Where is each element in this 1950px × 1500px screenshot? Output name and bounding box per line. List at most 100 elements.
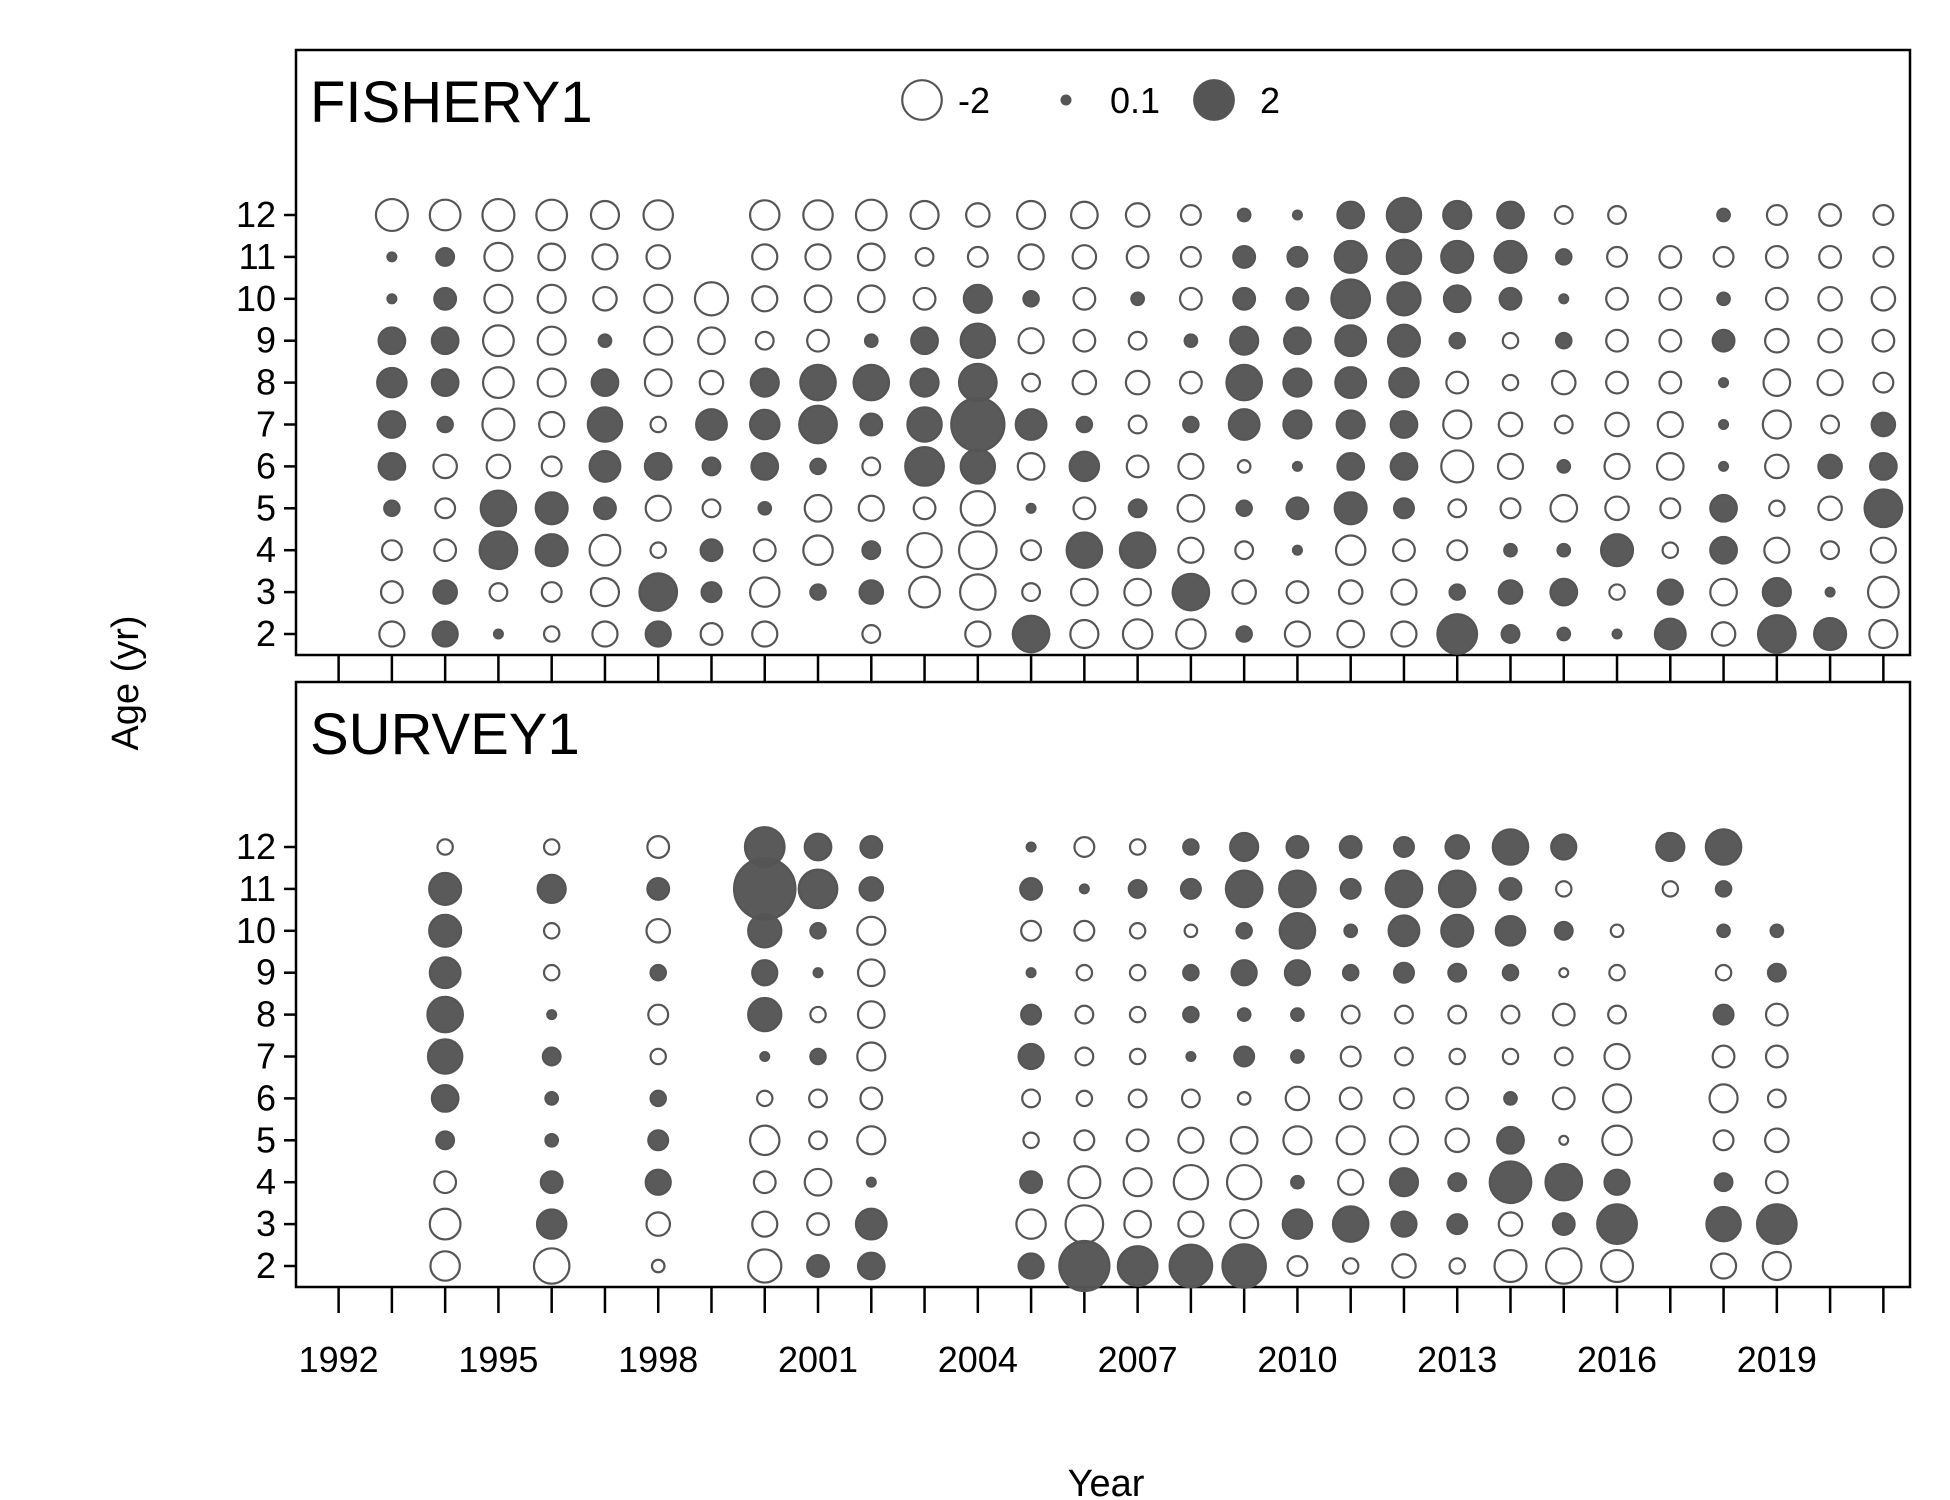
legend-label: -2	[958, 80, 990, 121]
panels-layer: FISHERY123456789101112SURVEY123456789101…	[236, 48, 1912, 1313]
bubble	[536, 873, 567, 905]
bubble	[1769, 923, 1785, 939]
bubble	[802, 534, 834, 566]
bubble	[1073, 1129, 1096, 1152]
bubble	[695, 408, 728, 441]
bubble	[1124, 369, 1151, 396]
bubble	[1069, 618, 1100, 650]
x-tick-label: 2016	[1577, 1339, 1657, 1380]
bubble	[1014, 408, 1048, 441]
bubble	[1558, 967, 1570, 979]
bubble	[1710, 621, 1737, 647]
bubble	[748, 199, 781, 231]
bubble	[1813, 616, 1848, 652]
bubble	[859, 835, 884, 859]
bubble	[542, 922, 561, 940]
bubble	[379, 580, 404, 605]
bubble	[644, 1168, 672, 1196]
bubble	[485, 453, 512, 480]
bubble	[1556, 626, 1572, 642]
bubble	[747, 996, 783, 1033]
bubble	[1394, 1004, 1414, 1025]
y-tick-label: 3	[256, 1203, 276, 1244]
y-tick-label: 4	[256, 529, 276, 570]
bubble	[1756, 614, 1797, 654]
bubble	[909, 199, 940, 231]
bubble	[1656, 578, 1684, 606]
bubble	[1551, 1002, 1576, 1027]
bubble	[1494, 915, 1527, 947]
bubble	[1549, 493, 1579, 523]
bubble	[649, 415, 667, 434]
bubble	[1713, 1172, 1734, 1193]
bubble	[432, 453, 458, 480]
bubble	[1709, 577, 1738, 607]
bubble	[1501, 1047, 1520, 1066]
bubble	[1550, 833, 1578, 861]
bubble	[1025, 502, 1037, 514]
bubble	[1711, 328, 1736, 353]
bubble	[1658, 370, 1683, 395]
bubble	[540, 455, 563, 478]
bubble	[1232, 286, 1257, 311]
bubble	[1078, 883, 1090, 895]
bubble	[1118, 531, 1157, 570]
bubble	[812, 967, 824, 979]
bubble	[1392, 1087, 1415, 1110]
panel-frame	[294, 680, 1912, 1289]
bubble	[1073, 919, 1096, 942]
bubble	[852, 363, 891, 402]
bubble	[1177, 1126, 1205, 1154]
x-axis-label: Year	[1068, 1463, 1145, 1500]
bubble	[802, 199, 834, 231]
y-tick-label: 10	[236, 278, 276, 319]
bubble	[809, 1005, 827, 1024]
bubble	[1388, 366, 1420, 399]
bubble	[1766, 962, 1787, 983]
bubble	[1072, 496, 1097, 521]
y-tick-label: 4	[256, 1161, 276, 1202]
bubble	[1390, 578, 1418, 606]
bubble	[1447, 498, 1468, 519]
bubble	[859, 412, 884, 437]
bubble	[1387, 914, 1421, 948]
bubble	[1335, 409, 1366, 440]
bubble	[1488, 1160, 1533, 1205]
y-tick-label: 2	[256, 1245, 276, 1286]
bubble	[1761, 1250, 1792, 1282]
y-tick-label: 11	[239, 868, 276, 909]
legend: -2 0.1 2	[901, 79, 1280, 121]
x-tick-label: 2013	[1417, 1339, 1497, 1380]
bubble	[803, 1167, 833, 1197]
bubble	[428, 1207, 462, 1241]
panel-title: FISHERY1	[310, 70, 593, 135]
bubble	[1172, 1163, 1210, 1201]
bubble	[1074, 1004, 1095, 1025]
bubble	[1655, 452, 1685, 481]
bubble	[1128, 1047, 1147, 1066]
bubble	[1336, 200, 1366, 230]
bubble	[1127, 414, 1148, 435]
bubble	[1661, 541, 1680, 559]
bubble	[1603, 1168, 1631, 1196]
bubble	[1764, 286, 1789, 311]
bubble	[748, 576, 781, 608]
bubble	[751, 959, 779, 987]
bubble	[646, 876, 671, 901]
bubble	[481, 197, 516, 233]
bubble	[1872, 204, 1895, 226]
bubble	[1285, 496, 1310, 521]
bubble	[1278, 869, 1317, 909]
bubble	[1553, 205, 1574, 225]
bubble	[537, 242, 567, 272]
bubble	[1182, 838, 1200, 856]
bubble	[1870, 411, 1897, 438]
bubble	[1127, 330, 1148, 351]
bubble	[1227, 408, 1261, 441]
bubble	[699, 538, 724, 563]
bubble	[1605, 328, 1629, 353]
legend-label: 2	[1260, 80, 1280, 121]
bubble	[1130, 291, 1145, 307]
bubble	[1235, 499, 1253, 518]
